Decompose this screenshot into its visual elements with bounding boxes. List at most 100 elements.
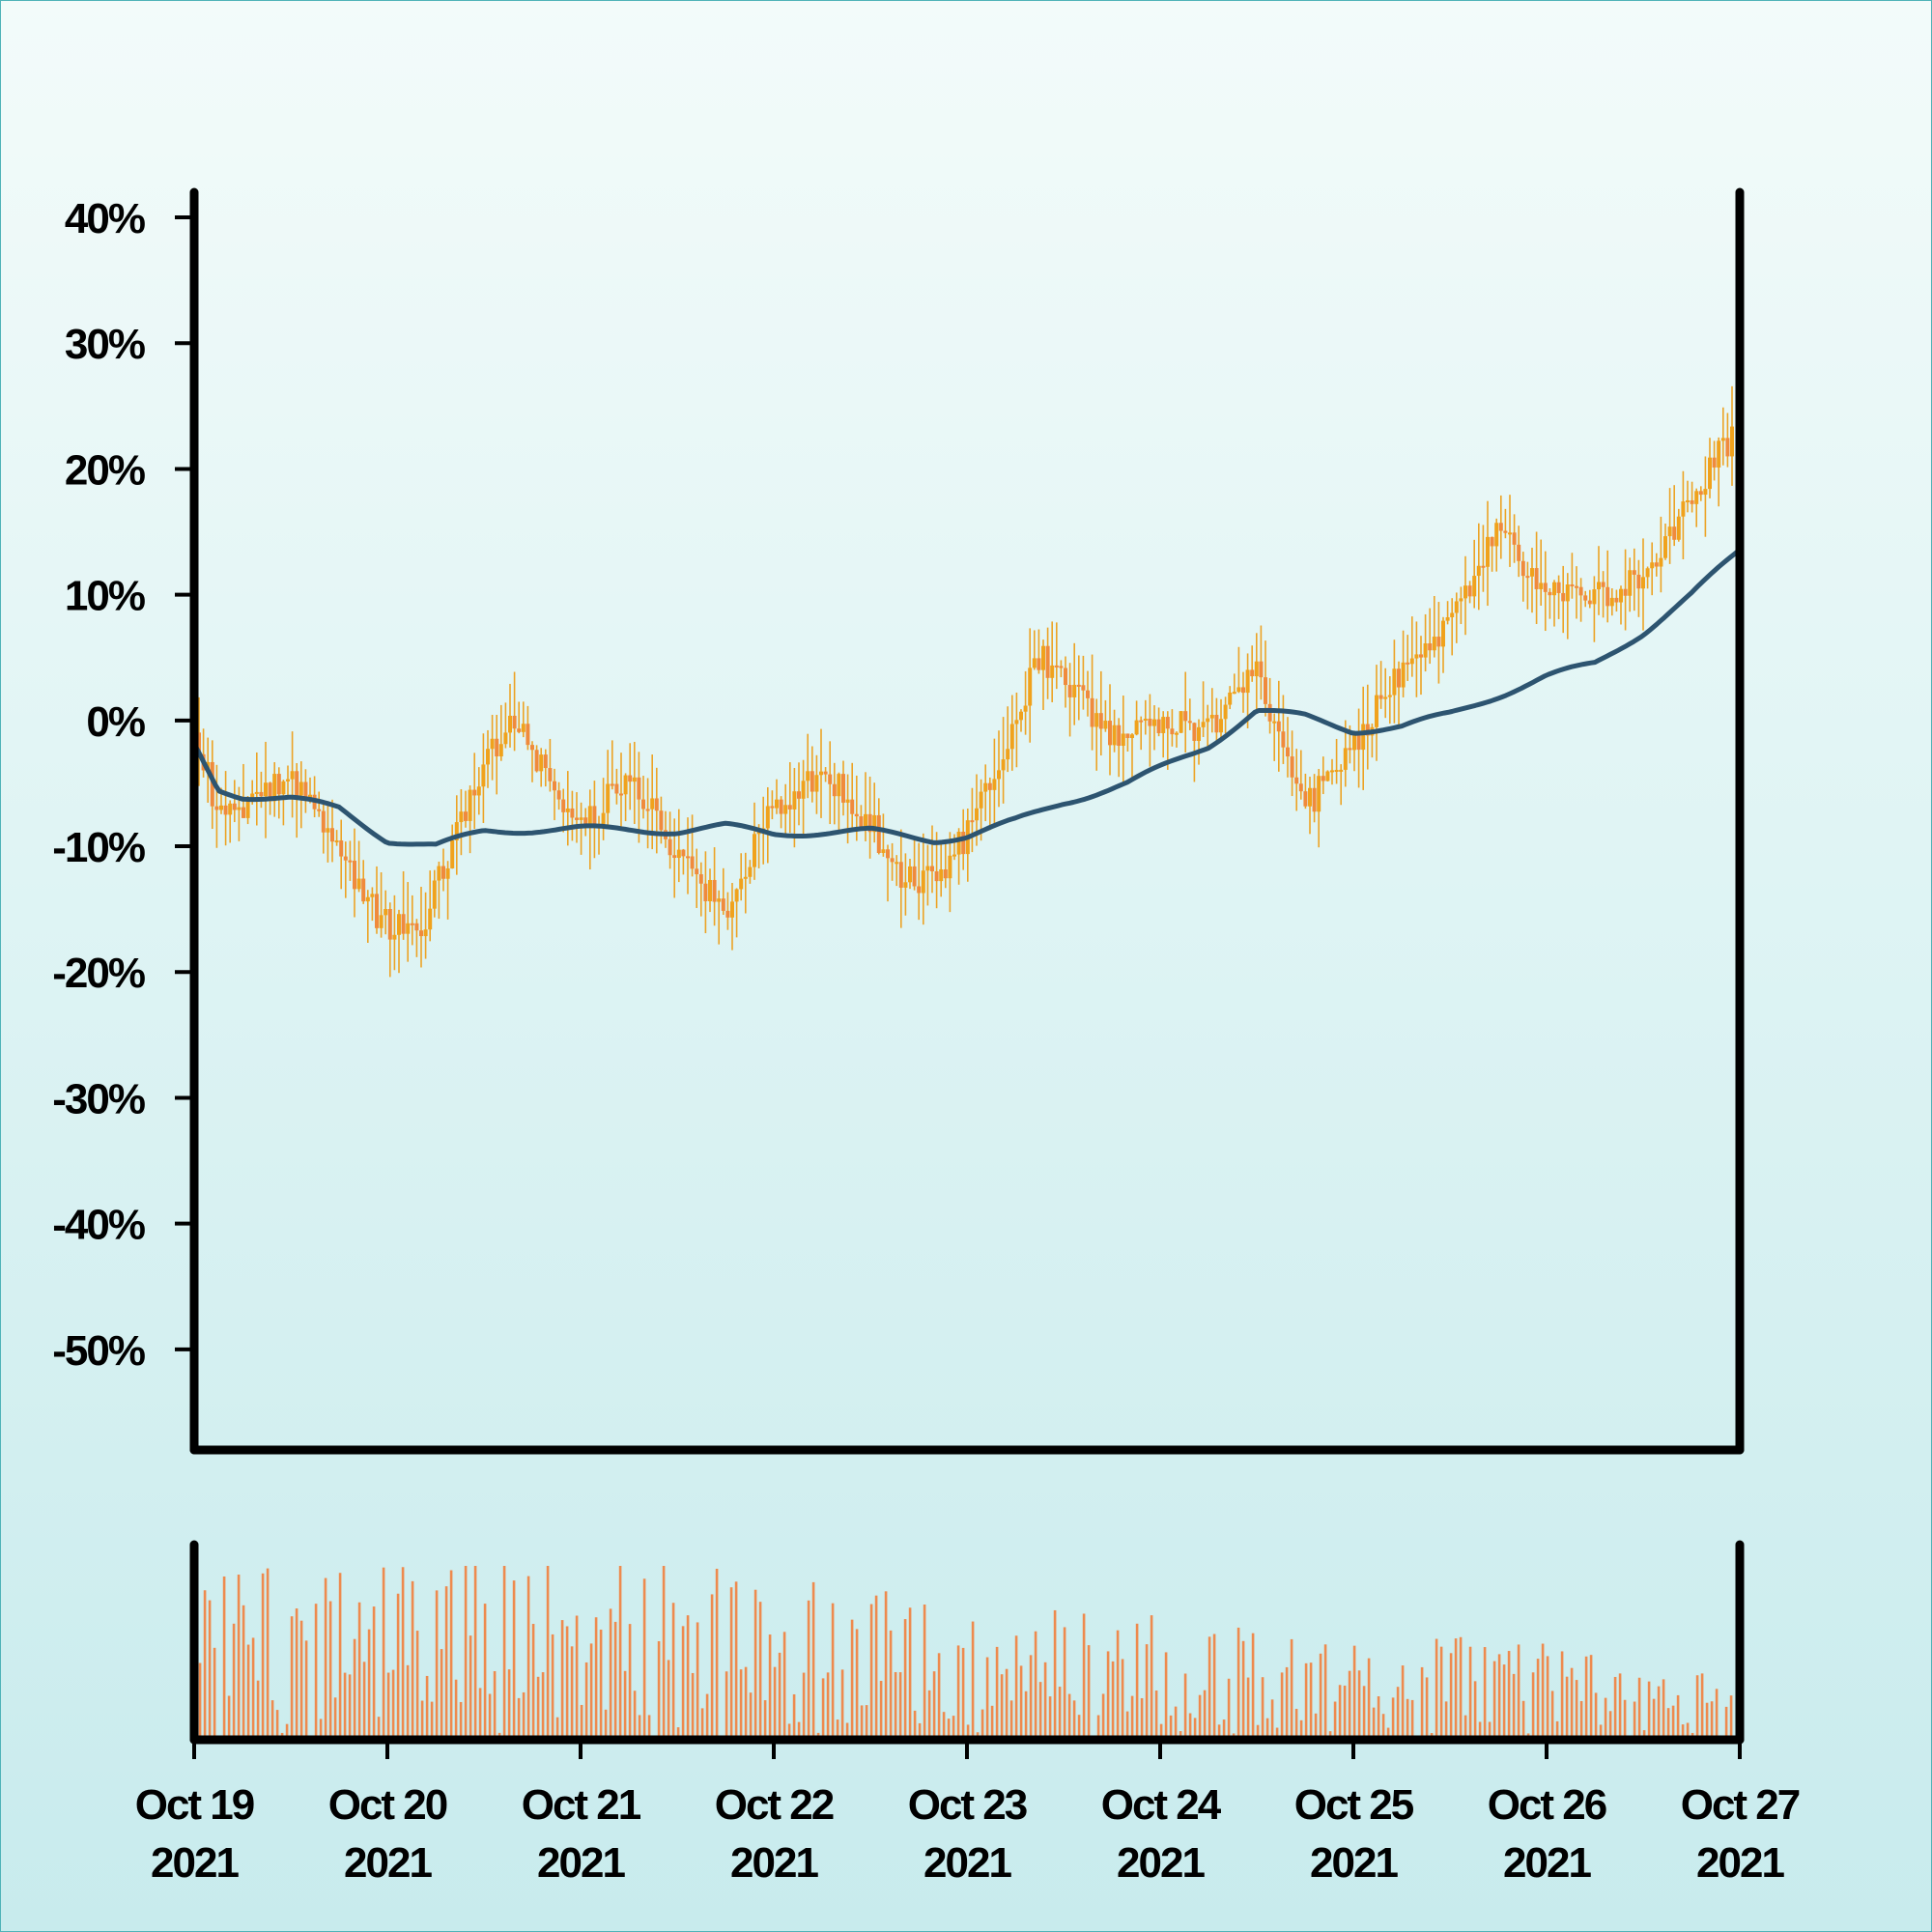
price-candles — [197, 385, 1734, 978]
candle-body — [650, 798, 655, 810]
volume-bar — [1570, 1667, 1574, 1740]
volume-bar — [1135, 1623, 1139, 1740]
volume-bar — [633, 1690, 637, 1740]
volume-bar — [811, 1581, 815, 1740]
candle-body — [303, 781, 308, 801]
candle-body — [441, 866, 445, 879]
candle-body — [1072, 684, 1077, 697]
volume-bar — [860, 1705, 864, 1740]
candle-body — [295, 771, 299, 796]
candle-body — [1175, 732, 1179, 735]
candle-body — [1019, 711, 1023, 721]
candle-body — [792, 791, 797, 810]
volume-bar — [826, 1672, 830, 1740]
candle-body — [814, 775, 819, 792]
candle-body — [1179, 711, 1183, 733]
candle-body — [725, 910, 730, 918]
candle-body — [876, 814, 881, 854]
volume-bars — [198, 1566, 1733, 1740]
candle-body — [401, 914, 406, 934]
volume-bar — [1241, 1640, 1245, 1740]
candle-body — [508, 715, 512, 733]
y-tick-label: -30% — [52, 1075, 145, 1122]
candle-body — [1197, 726, 1201, 741]
candle-body — [823, 771, 828, 775]
candle-body — [1601, 582, 1605, 587]
main-plot-frame — [189, 187, 1745, 1455]
candle-body — [1121, 733, 1125, 747]
volume-bar — [850, 1619, 854, 1740]
volume-bar — [536, 1676, 540, 1740]
volume-bar — [667, 1660, 670, 1740]
candle-body — [1067, 685, 1072, 697]
volume-bar — [763, 1700, 767, 1740]
candle-body — [917, 886, 922, 894]
volume-bar — [1116, 1630, 1120, 1740]
volume-bar — [464, 1566, 468, 1740]
candle-body — [1436, 637, 1441, 647]
volume-bar — [1724, 1706, 1728, 1740]
volume-bar — [1599, 1724, 1603, 1740]
candle-body — [1650, 562, 1655, 569]
volume-bar — [1483, 1647, 1487, 1740]
candle-body — [1409, 658, 1414, 665]
candle-body — [925, 866, 930, 871]
volume-bar — [1343, 1685, 1347, 1740]
candle-body — [1183, 711, 1188, 722]
volume-bar — [1077, 1715, 1081, 1740]
y-tick-label: 0% — [86, 698, 144, 746]
candle-body — [326, 828, 330, 833]
volume-bar — [937, 1653, 941, 1740]
candle-body — [1494, 523, 1499, 547]
candle-body — [753, 834, 756, 867]
volume-bar — [357, 1602, 361, 1740]
candle-body — [810, 771, 814, 792]
candle-body — [1343, 748, 1348, 770]
candle-body — [1659, 557, 1663, 567]
volume-bar — [623, 1670, 627, 1740]
candle-body — [534, 750, 539, 772]
volume-bar — [792, 1693, 796, 1740]
volume-bar — [1005, 1668, 1009, 1740]
volume-bar — [768, 1634, 772, 1740]
candle-body — [1014, 720, 1019, 724]
candle-body — [548, 768, 553, 781]
y-tick-label: -40% — [52, 1202, 145, 1249]
candle-body — [1090, 697, 1094, 727]
candle-body — [783, 805, 788, 814]
candle-body — [1556, 582, 1561, 593]
candle-body — [1165, 717, 1170, 729]
volume-bar — [580, 1704, 583, 1740]
candle-body — [623, 775, 628, 795]
candle-body — [1339, 769, 1344, 772]
volume-bar — [203, 1590, 207, 1740]
volume-bar — [995, 1646, 999, 1740]
volume-bar — [1246, 1677, 1250, 1740]
volume-bar — [367, 1629, 371, 1740]
candle-body — [881, 849, 886, 854]
volume-bar — [1106, 1651, 1110, 1740]
volume-bar — [1425, 1677, 1429, 1740]
candle-body — [1264, 677, 1267, 704]
candle-body — [1130, 734, 1134, 739]
candle-body — [410, 923, 414, 925]
volume-bar — [353, 1638, 356, 1740]
volume-bar — [879, 1681, 883, 1740]
y-axis-ticks: 40% 30% 20% 10% 0% -10% -20% -30% -40% -50% — [52, 195, 194, 1375]
volume-bar — [1681, 1724, 1685, 1740]
candle-body — [1561, 592, 1566, 602]
volume-bar — [1193, 1718, 1197, 1740]
volume-bar — [1169, 1715, 1173, 1740]
volume-bar — [1067, 1693, 1071, 1740]
candle-body — [276, 774, 281, 795]
volume-bar — [942, 1712, 946, 1740]
candle-body — [765, 806, 770, 829]
volume-bar — [1686, 1722, 1690, 1740]
volume-bar — [845, 1722, 849, 1740]
candle-body — [1414, 654, 1419, 659]
volume-bar — [411, 1580, 414, 1740]
volume-bar — [270, 1700, 274, 1740]
volume-bar — [1715, 1689, 1719, 1740]
volume-bar — [947, 1719, 951, 1740]
volume-bar — [1579, 1700, 1583, 1740]
